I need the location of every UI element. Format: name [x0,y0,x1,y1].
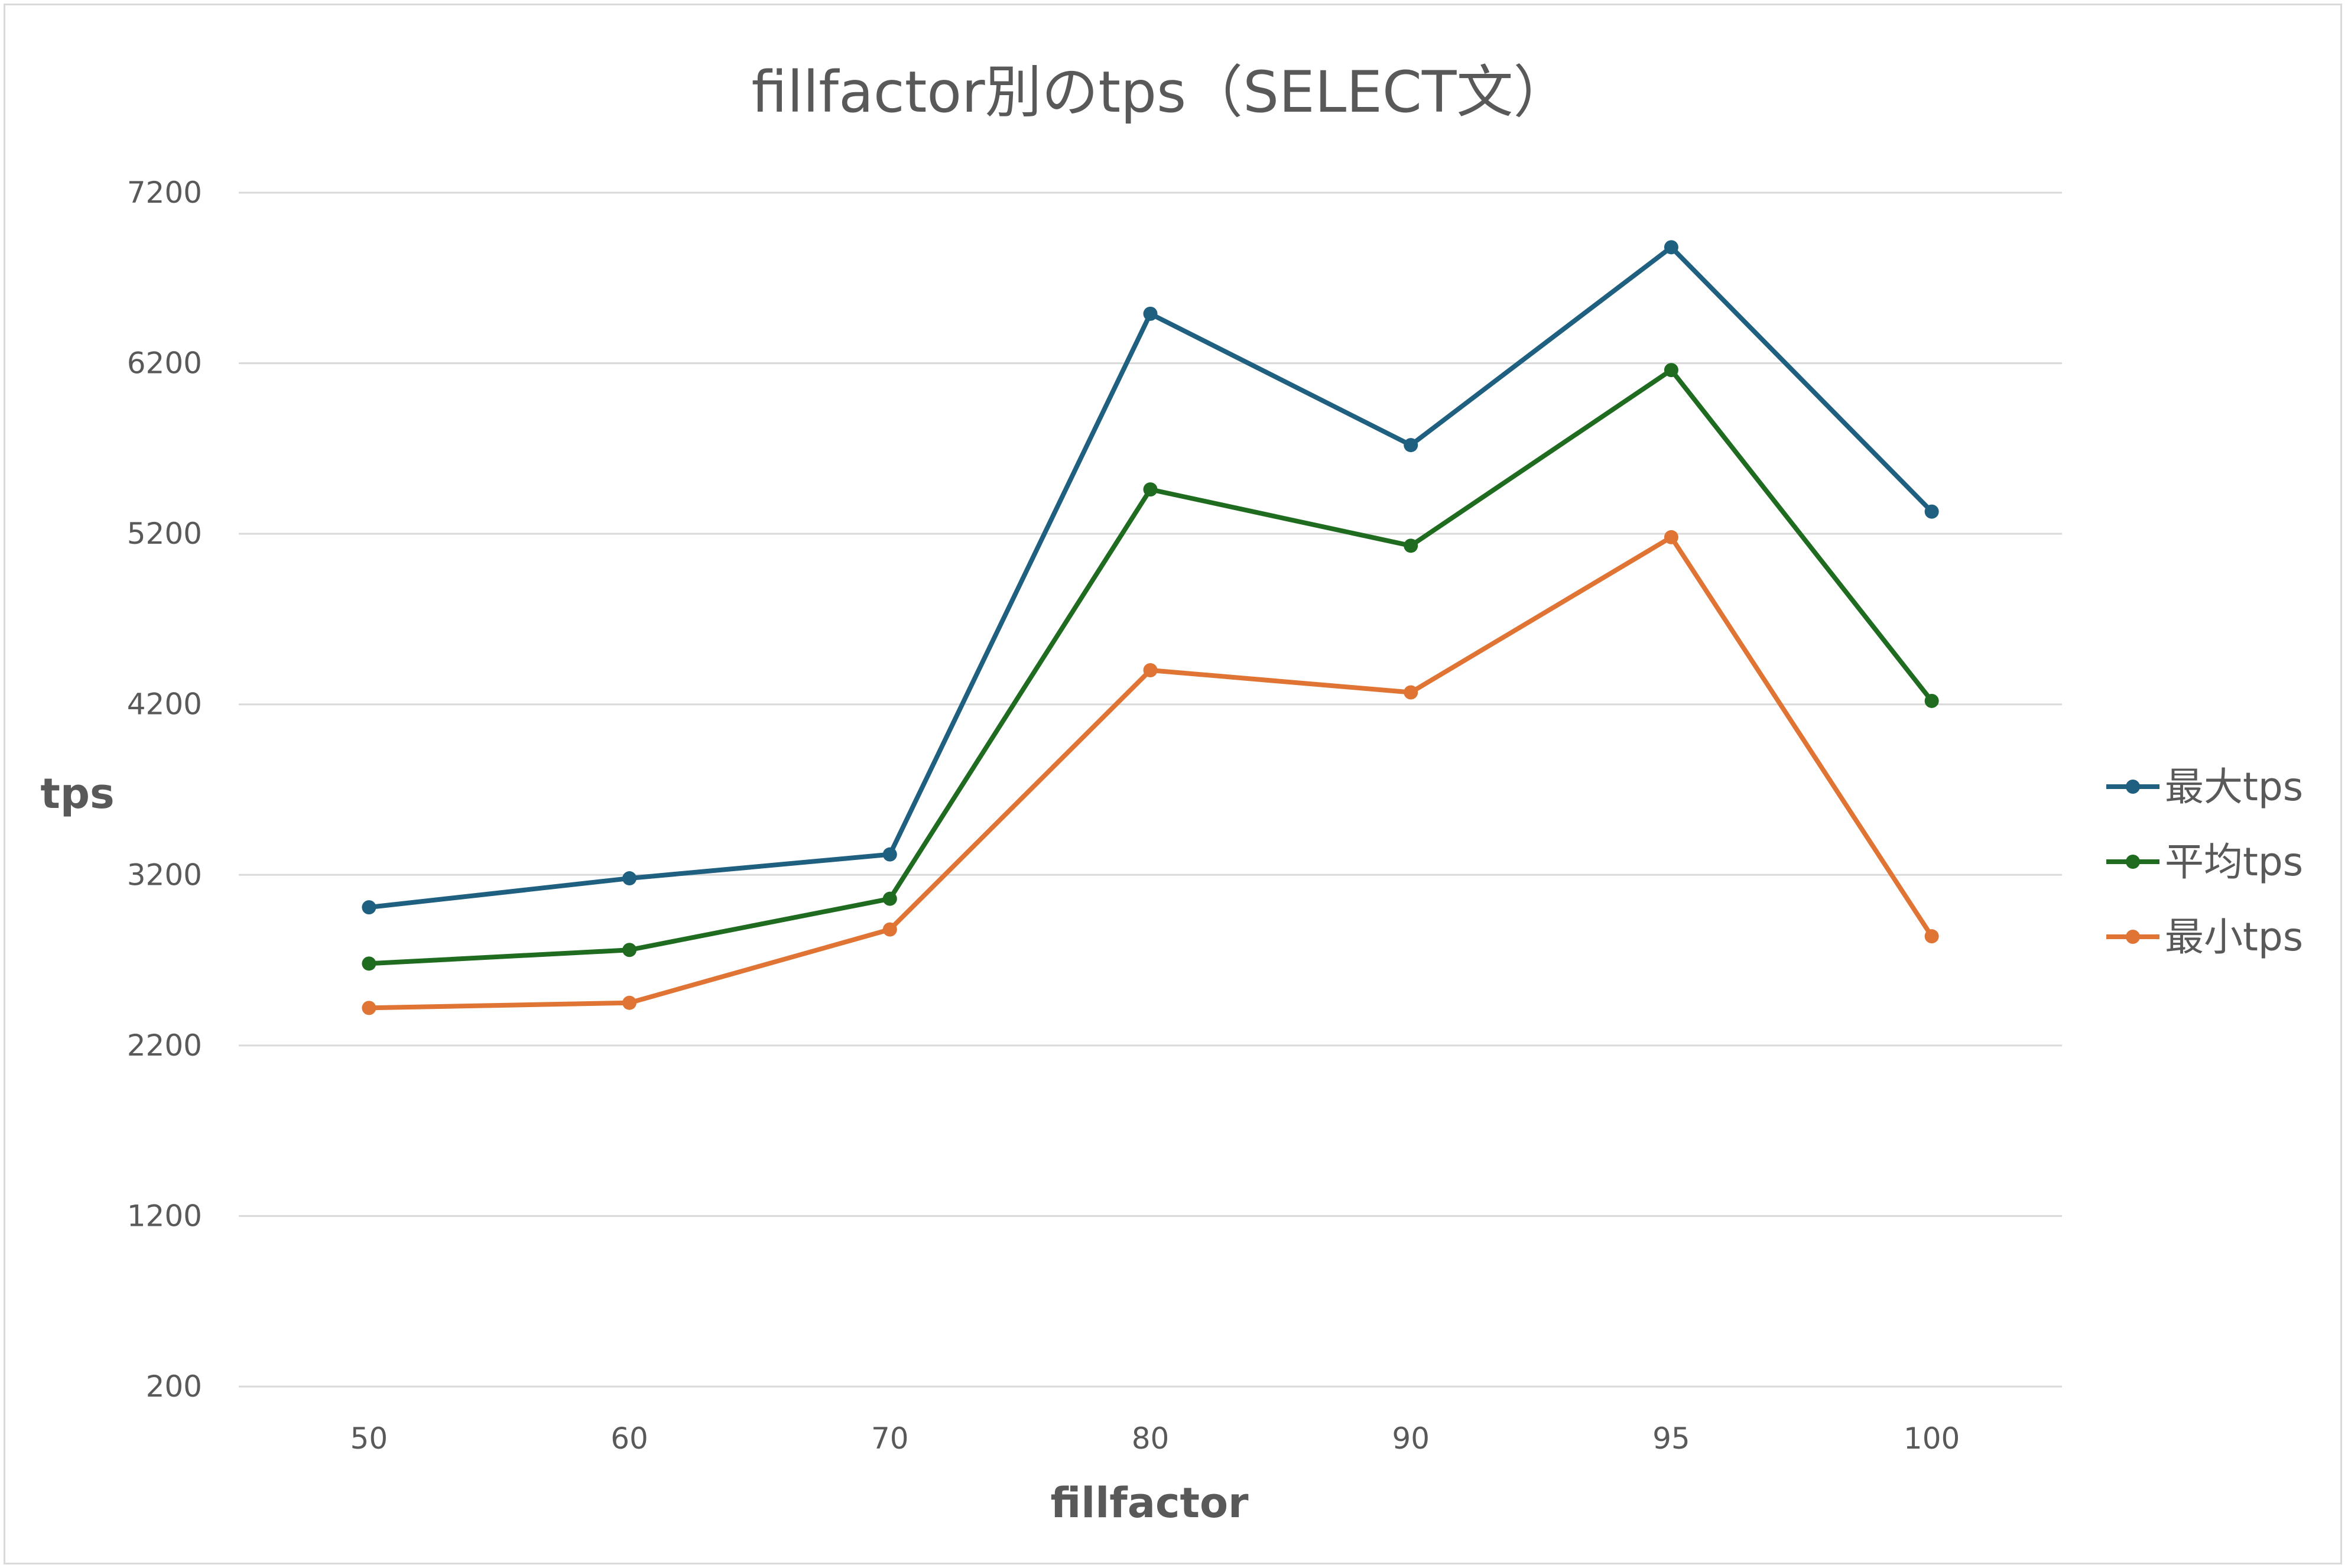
y-tick-label: 7200 [127,176,202,210]
data-point [1924,929,1939,944]
data-point [622,943,637,957]
series-group [362,530,1939,1015]
data-point [362,956,376,971]
gridlines [239,191,2062,1388]
data-point [1664,363,1678,378]
y-tick-label: 4200 [127,687,202,722]
series [362,240,1939,1015]
data-point [1924,504,1939,519]
chart-frame: fillfactor別のtps（SELECT文） 7200 6200 5200 420… [4,4,2342,1564]
data-point [622,871,637,886]
y-tick-label: 1200 [127,1199,202,1233]
line-chart: fillfactor別のtps（SELECT文） 7200 6200 5200 420… [40,59,2303,1527]
data-point [1404,538,1418,553]
data-point [1404,438,1418,453]
legend-item[interactable]: 最小tps [2106,914,2303,960]
legend-marker [2126,855,2140,869]
data-point [362,900,376,915]
data-point [882,922,897,937]
x-tick-label: 60 [610,1421,648,1456]
x-tick-label: 95 [1652,1421,1690,1456]
data-point [1664,240,1678,255]
series-group [362,363,1939,971]
legend-label: 平均tps [2165,839,2303,885]
x-tick-label: 50 [350,1421,388,1456]
data-point [1143,306,1158,321]
series-group [362,240,1939,915]
data-point [1664,530,1678,544]
data-point [882,847,897,862]
data-point [882,891,897,906]
y-tick-label: 3200 [127,858,202,892]
legend-marker [2126,930,2140,944]
x-axis-title: fillfactor [1050,1479,1249,1527]
x-tick-label: 80 [1132,1421,1170,1456]
data-point [1143,663,1158,677]
y-axis-ticks: 7200 6200 5200 4200 3200 2200 1200 200 [127,176,202,1404]
chart-title: fillfactor別のtps（SELECT文） [751,59,1570,125]
legend-label: 最大tps [2165,764,2303,810]
x-tick-label: 100 [1904,1421,1960,1456]
y-tick-label: 2200 [127,1028,202,1063]
data-point [362,1001,376,1015]
y-tick-label: 5200 [127,517,202,551]
x-tick-label: 90 [1392,1421,1430,1456]
series-line [366,534,1934,1011]
y-tick-label: 200 [146,1369,202,1404]
legend-item[interactable]: 平均tps [2106,839,2303,885]
legend-item[interactable]: 最大tps [2106,764,2303,810]
x-axis-ticks: 50 60 70 80 90 95 100 [350,1421,1960,1456]
legend[interactable]: 最大tps 平均tps 最小tps [2106,764,2303,960]
x-tick-label: 70 [871,1421,909,1456]
y-axis-title: tps [40,770,114,818]
data-point [1143,482,1158,497]
data-point [622,995,637,1010]
legend-marker [2126,780,2140,794]
data-point [1404,685,1418,700]
y-tick-label: 6200 [127,346,202,381]
legend-label: 最小tps [2165,914,2303,960]
data-point [1924,693,1939,708]
